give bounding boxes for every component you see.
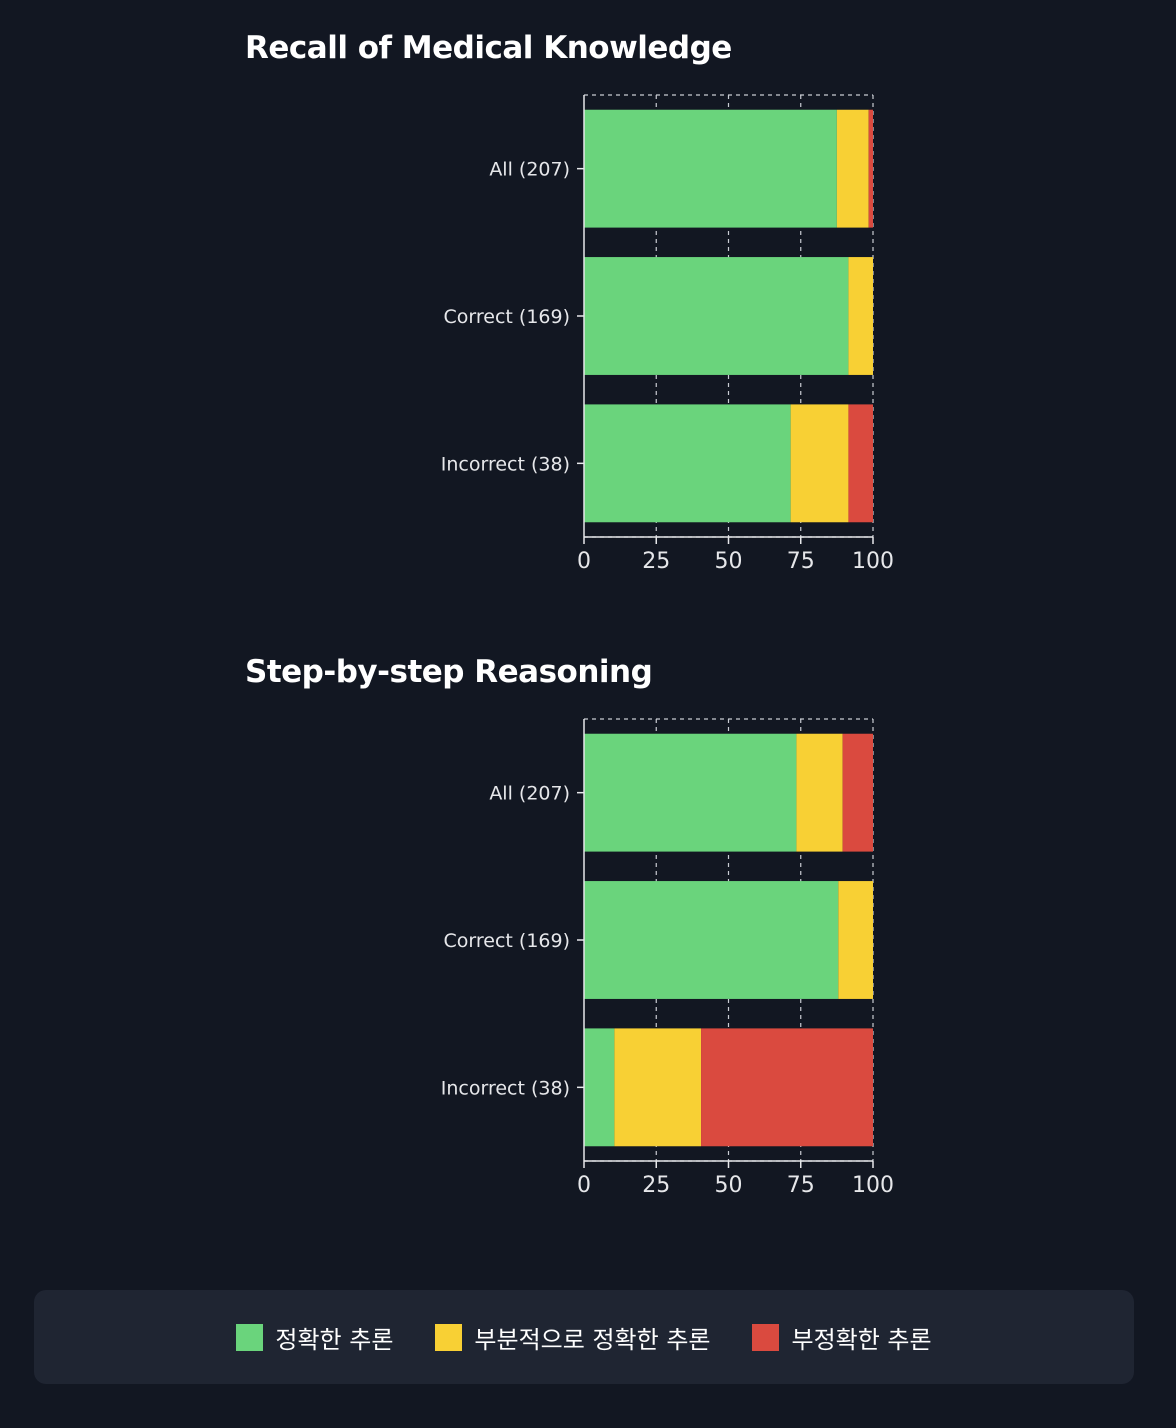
reasoning-chart: All (207) Correct (169) Incorrect (38) 0 25 5… [441,718,894,1198]
recall-bar-correct-correct [584,257,849,375]
reasoning-x-tick-0: 0 [577,1173,591,1198]
recall-bar-correct-partial [848,257,873,375]
legend-item-correct: 정확한 추론 [236,1320,393,1355]
recall-chart: All (207) Correct (169) Incorrect (38) 0 25 5… [441,94,894,574]
reasoning-bar-all-incorrect [842,733,873,852]
recall-y-label-incorrect: Incorrect (38) [441,453,570,475]
reasoning-y-label-correct: Correct (169) [444,930,570,952]
chart-title-reasoning: Step-by-step Reasoning [245,654,653,690]
legend-swatch-partial [435,1323,463,1351]
legend-swatch-correct [236,1323,264,1351]
recall-bar-all-correct [584,109,837,228]
reasoning-x-tick-25: 25 [642,1173,670,1198]
reasoning-bar-incorrect-partial [614,1028,702,1147]
recall-bar-incorrect-partial [790,404,849,523]
reasoning-x-tick-75: 75 [787,1173,815,1198]
reasoning-bar-all-correct [584,733,797,852]
reasoning-bar-all-partial [796,733,843,852]
recall-bar-incorrect-correct [584,404,791,523]
legend-swatch-incorrect [752,1323,780,1351]
reasoning-x-tick-100: 100 [852,1173,894,1198]
recall-x-tick-75: 75 [787,549,815,574]
recall-y-label-correct: Correct (169) [444,306,570,328]
reasoning-x-tick-50: 50 [715,1173,743,1198]
legend: 정확한 추론 부분적으로 정확한 추론 부정확한 추론 [34,1290,1134,1384]
recall-bar-incorrect-incorrect [848,404,873,523]
reasoning-y-label-all: All (207) [489,783,570,805]
recall-x-tick-100: 100 [852,549,894,574]
reasoning-bar-incorrect-correct [584,1028,615,1147]
recall-x-tick-25: 25 [642,549,670,574]
legend-item-partial: 부분적으로 정확한 추론 [435,1320,710,1355]
legend-label-partial: 부분적으로 정확한 추론 [474,1325,711,1354]
reasoning-bar-correct-correct [584,881,839,999]
reasoning-bar-correct-partial [838,881,873,999]
reasoning-bar-incorrect-incorrect [701,1028,873,1147]
recall-x-tick-50: 50 [715,549,743,574]
reasoning-y-label-incorrect: Incorrect (38) [441,1077,570,1099]
legend-label-correct: 정확한 추론 [275,1325,394,1354]
legend-label-incorrect: 부정확한 추론 [791,1325,932,1354]
chart-title-recall: Recall of Medical Knowledge [245,30,732,66]
recall-x-tick-0: 0 [577,549,591,574]
legend-item-incorrect: 부정확한 추론 [752,1320,932,1355]
recall-bar-all-incorrect [868,109,873,228]
recall-bar-all-partial [836,109,869,228]
recall-y-label-all: All (207) [489,159,570,181]
